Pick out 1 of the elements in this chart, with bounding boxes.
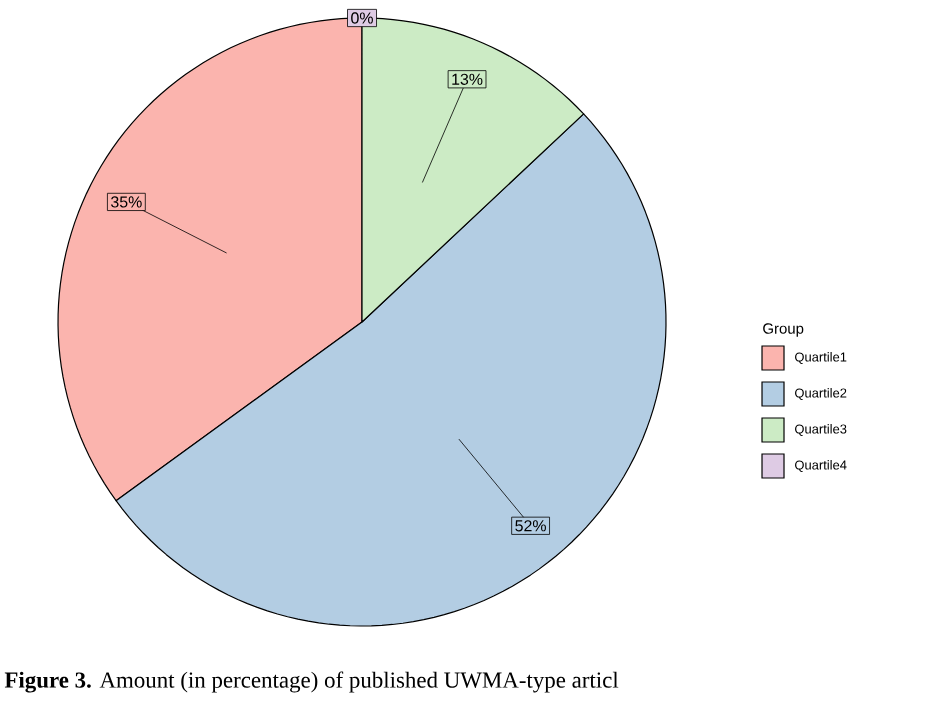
text: Figure 3. Amount (in percentage) of published UWMA-type articl <box>4 671 619 693</box>
